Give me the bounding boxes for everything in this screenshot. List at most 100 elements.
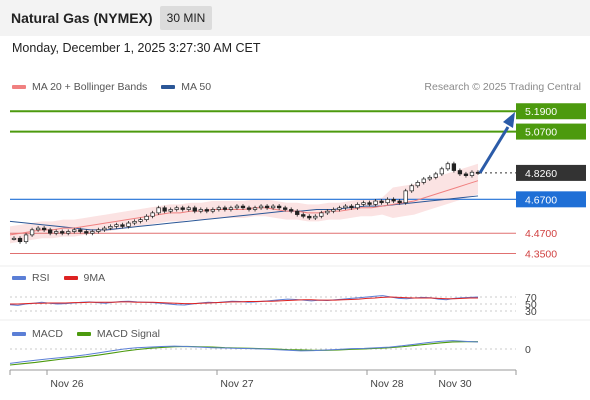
candle [102,226,107,232]
candle [132,219,137,226]
candle [156,205,161,215]
candle [48,227,53,236]
candle [35,226,41,232]
candle [216,205,222,212]
level-box-3 [516,191,586,208]
candle-body [264,205,270,209]
candle [403,188,408,205]
x-tick-label: Nov 27 [220,378,253,390]
candle [433,171,438,180]
candle-body [355,204,360,209]
candle-body [313,215,318,219]
candle [54,229,59,236]
candle-body [66,231,71,234]
level-label-0: 5.1900 [525,106,557,118]
level-label-1: 5.0700 [525,127,557,139]
candle-body [397,200,402,204]
macd-tick-0: 0 [525,344,531,356]
candle [457,168,463,176]
candle [78,227,83,234]
level-box-1 [516,123,586,140]
candle-body [96,229,101,232]
candle [17,236,23,244]
candle-body [198,209,203,212]
candle [252,205,258,212]
candle-body [246,207,252,210]
candle-body [349,205,354,209]
candle [421,176,426,185]
candle [168,207,173,214]
level-box-0 [516,103,586,120]
candle-body [102,227,107,231]
x-tick-label: Nov 30 [438,378,471,390]
candle [361,200,366,207]
legend-ma50-label: MA 50 [181,81,212,93]
candle-body [445,163,451,170]
candle [162,205,167,214]
macd-swatch [12,332,26,336]
legend-ma50: MA 50 [161,81,211,93]
candle [373,198,378,207]
candle [222,205,228,212]
candle [258,204,264,210]
candle-body [132,220,137,224]
candle-body [126,222,131,227]
rsi-swatch [12,276,26,280]
legend-rsi: RSI [12,272,50,284]
candle-body [186,207,191,210]
candle-body [234,205,240,209]
candle [198,207,203,214]
candle [210,207,216,214]
candle-body [301,214,306,217]
candle-body [78,229,83,232]
candle [469,170,475,178]
x-tick-label: Nov 26 [50,378,83,390]
candle [72,227,77,234]
candle [138,217,143,224]
candle-body [156,207,161,214]
candle [415,180,420,188]
legend-ma20: MA 20 + Bollinger Bands [12,81,147,93]
candle-body [114,224,119,227]
candle [246,205,252,212]
candle [23,232,29,244]
candle [463,171,469,178]
candle-body [325,210,330,214]
candle [337,205,342,212]
candle-body [174,207,179,210]
candle-body [319,212,324,217]
timeframe-button[interactable]: 30 MIN [160,6,212,30]
candle-body [258,205,264,209]
candle-body [162,207,167,212]
candle [228,205,234,212]
candle-body [367,202,372,205]
candle-body [29,229,35,236]
candle-body [307,215,312,219]
timestamp: Monday, December 1, 2025 3:27:30 AM CET [12,41,261,55]
candle [439,166,444,176]
candle [385,197,390,205]
candle-body [120,224,125,227]
candle-body [373,200,378,205]
candle-body [90,231,95,234]
candle [397,198,402,205]
candle [349,204,354,210]
candle [126,221,131,229]
candle-body [421,178,426,183]
candle [84,229,89,236]
candle-body [409,185,414,192]
candle-body [84,231,89,234]
candle-body [475,171,481,174]
candle [204,207,209,214]
candle-body [35,227,41,231]
candle-body [379,200,384,204]
candle [313,214,318,220]
candle-body [216,207,222,210]
legend-macd-signal: MACD Signal [76,328,160,340]
candle [186,205,191,212]
candle [90,229,95,236]
candle [114,222,119,229]
candle-body [222,207,228,210]
rsi-ma-swatch [63,276,78,280]
